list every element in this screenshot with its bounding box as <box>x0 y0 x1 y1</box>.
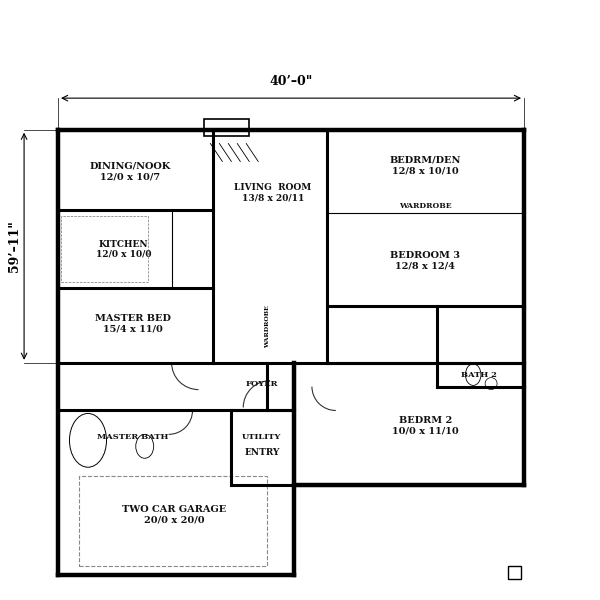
FancyBboxPatch shape <box>508 566 521 579</box>
Text: MASTER BED
15/4 x 11/0: MASTER BED 15/4 x 11/0 <box>95 314 171 334</box>
Text: BEDRM 2
10/0 x 11/10: BEDRM 2 10/0 x 11/10 <box>392 416 459 435</box>
Text: TWO CAR GARAGE
20/0 x 20/0: TWO CAR GARAGE 20/0 x 20/0 <box>122 505 227 524</box>
Text: UTILITY: UTILITY <box>241 433 281 442</box>
Text: WARDROBE: WARDROBE <box>265 305 269 348</box>
Text: KITCHEN
12/0 x 10/0: KITCHEN 12/0 x 10/0 <box>96 239 152 259</box>
Text: 40’–0": 40’–0" <box>269 75 313 88</box>
Text: MASTER BATH: MASTER BATH <box>97 433 169 442</box>
Text: DINING/NOOK
12/0 x 10/7: DINING/NOOK 12/0 x 10/7 <box>89 162 170 181</box>
Text: LIVING  ROOM
13/8 x 20/11: LIVING ROOM 13/8 x 20/11 <box>235 183 312 202</box>
Text: 59’–11": 59’–11" <box>8 220 21 272</box>
Text: WARDROBE: WARDROBE <box>399 202 452 210</box>
FancyBboxPatch shape <box>205 119 249 136</box>
Text: BEDRM/DEN
12/8 x 10/10: BEDRM/DEN 12/8 x 10/10 <box>390 156 461 175</box>
Text: FOYER: FOYER <box>246 380 278 388</box>
Text: BATH 2: BATH 2 <box>461 371 497 379</box>
Text: BEDROOM 3
12/8 x 12/4: BEDROOM 3 12/8 x 12/4 <box>391 251 460 271</box>
Text: ENTRY: ENTRY <box>245 448 280 457</box>
